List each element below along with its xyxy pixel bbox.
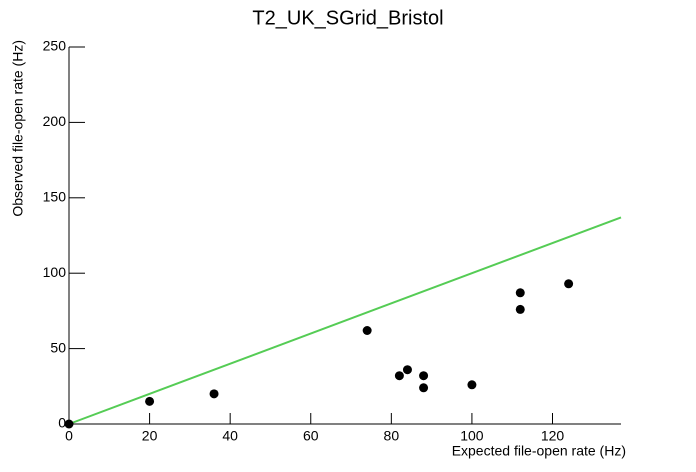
data-point [362,326,372,336]
y-tick-label: 50 [50,339,66,355]
reference-line [68,216,622,425]
data-point [564,279,574,289]
x-tick-label: 80 [384,428,400,444]
data-point [64,419,74,429]
data-point [209,389,219,399]
chart-title: T2_UK_SGrid_Bristol [252,7,443,29]
x-tick-label: 60 [303,428,319,444]
y-tick-label: 100 [43,264,67,280]
data-point [402,365,412,375]
data-point [419,383,429,393]
x-axis-label: Expected file-open rate (Hz) [452,443,626,459]
data-point [419,371,429,381]
y-tick-label: 200 [43,113,67,129]
x-tick-label: 40 [222,428,238,444]
data-point [394,371,404,381]
y-tick-label: 0 [58,415,66,431]
data-point [145,396,155,406]
y-axis-label: Observed file-open rate (Hz) [10,40,26,217]
x-tick-label: 20 [142,428,158,444]
x-tick-label: 0 [65,428,73,444]
y-tick-label: 150 [43,189,67,205]
data-point [467,380,477,390]
data-point [515,304,525,314]
data-point [515,288,525,298]
y-tick-label: 250 [43,38,67,54]
x-tick-label: 100 [460,428,484,444]
x-tick-label: 120 [541,428,565,444]
